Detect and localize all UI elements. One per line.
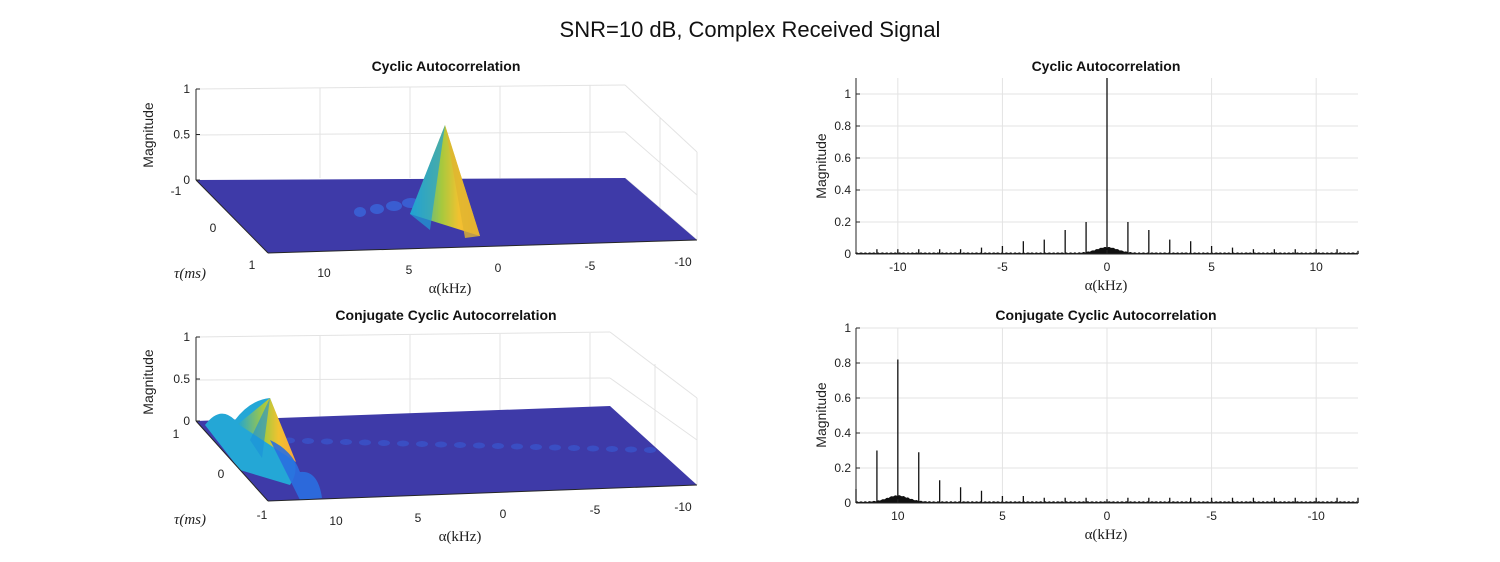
conj-3d-lobe-8 (435, 441, 447, 448)
conj-3d-alphatick-4: -10 (674, 500, 692, 514)
conj-3d-ztick-1: 0.5 (173, 372, 190, 386)
cyclic-2d-title: Cyclic Autocorrelation (1032, 58, 1181, 74)
conj-3d-lobe-2 (321, 438, 333, 445)
conj-2d-ytick-1: 0.2 (834, 461, 851, 475)
conj-3d-lobe-4 (359, 439, 371, 446)
conj-2d-xtick-2: 0 (1104, 509, 1111, 523)
cyclic-3d-zlabel: Magnitude (140, 102, 156, 168)
conj-2d-xtick-1: 5 (999, 509, 1006, 523)
cyclic-2d-ytick-4: 0.8 (834, 119, 851, 133)
conj-3d-lobe-5 (378, 440, 390, 446)
cyclic-3d-alphatick-3: -5 (585, 259, 596, 273)
conj-3d-side-lobes (283, 437, 656, 453)
conj-3d-lobe-3 (340, 439, 352, 445)
conj-3d-lobe-15 (568, 445, 580, 451)
cyclic-3d-alphatick-2: 0 (495, 261, 502, 275)
conj-3d-ylabel: τ(ms) (174, 512, 206, 528)
cyclic-2d-xtick-3: 5 (1208, 260, 1215, 274)
cyclic-3d-tautick-2: 1 (249, 258, 256, 272)
conj-3d-tautick-2: -1 (257, 508, 268, 522)
conj-2d-ytick-2: 0.4 (834, 426, 851, 440)
conj-2d-ytick-3: 0.6 (834, 391, 851, 405)
cyclic-3d-lobe-4 (354, 207, 366, 217)
cyclic-3d-tautick-0: -1 (171, 184, 182, 198)
figure-title: SNR=10 dB, Complex Received Signal (560, 17, 941, 42)
conj-2d-xlabel: α(kHz) (1085, 527, 1128, 543)
conj-2d-ytick-0: 0 (844, 496, 851, 510)
conj-3d-lobe-11 (492, 443, 504, 449)
conj-2d-xtick-3: -5 (1206, 509, 1217, 523)
conj-3d-lobe-9 (454, 442, 466, 448)
cyclic-2d-ytick-0: 0 (844, 247, 851, 261)
conj-3d-lobe-13 (530, 444, 542, 450)
conj-3d-lobe-12 (511, 443, 523, 450)
cyclic-2d-xtick-1: -5 (997, 260, 1008, 274)
cyclic-3d-tautick-1: 0 (210, 221, 217, 235)
conj-3d-ztick-2: 1 (183, 330, 190, 344)
cyclic-3d-alphatick-4: -10 (674, 255, 692, 269)
conj-3d-tautick-0: 1 (173, 427, 180, 441)
conj-3d-xlabel: α(kHz) (439, 529, 482, 545)
conj-3d-plot: Conjugate Cyclic Autocorrelation (140, 307, 698, 545)
cyclic-3d-peak (410, 125, 480, 238)
cyclic-2d-xtick-0: -10 (889, 260, 907, 274)
conj-3d-alphatick-3: -5 (590, 503, 601, 517)
conj-2d-ylabel: Magnitude (813, 382, 829, 448)
conj-3d-alphatick-2: 0 (500, 507, 507, 521)
conj-2d-plot: Conjugate Cyclic Autocorrelation Magnitu… (813, 307, 1359, 543)
cyclic-3d-ztick-1: 0.5 (173, 128, 190, 142)
cyclic-3d-title: Cyclic Autocorrelation (372, 58, 521, 74)
conj-2d-ytick-5: 1 (844, 321, 851, 335)
conj-3d-title: Conjugate Cyclic Autocorrelation (335, 307, 556, 323)
cyclic-2d-xtick-4: 10 (1309, 260, 1323, 274)
cyclic-2d-ytick-3: 0.6 (834, 151, 851, 165)
conj-2d-ytick-4: 0.8 (834, 356, 851, 370)
cyclic-2d-plot: Cyclic Autocorrelation Magnitude α(kHz) … (813, 58, 1359, 294)
conj-2d-title: Conjugate Cyclic Autocorrelation (995, 307, 1216, 323)
conj-3d-floor (196, 406, 697, 501)
cyclic-3d-xlabel: α(kHz) (429, 281, 472, 297)
cyclic-3d-ztick-0: 0 (183, 173, 190, 187)
conj-3d-lobe-1 (302, 438, 314, 444)
cyclic-2d-ylabel: Magnitude (813, 133, 829, 199)
conj-2d-xtick-0: 10 (891, 509, 905, 523)
cyclic-3d-lobe-2 (386, 201, 402, 211)
conj-3d-lobe-18 (625, 446, 637, 453)
cyclic-3d-ztick-2: 1 (183, 82, 190, 96)
cyclic-3d-alphatick-1: 5 (406, 263, 413, 277)
cyclic-3d-lobe-3 (370, 204, 384, 214)
conj-3d-lobe-16 (587, 445, 599, 452)
conj-3d-lobe-17 (606, 446, 618, 452)
cyclic-2d-xtick-2: 0 (1104, 260, 1111, 274)
conj-3d-lobe-14 (549, 444, 561, 451)
conj-3d-lobe-7 (416, 441, 428, 447)
conj-2d-xtick-4: -10 (1307, 509, 1325, 523)
cyclic-3d-plot: Cyclic Autocorrelation (140, 58, 698, 297)
conj-3d-lobe-19 (644, 447, 656, 453)
conj-2d-noise-floor (856, 495, 1358, 503)
conj-3d-alphatick-0: 10 (329, 514, 343, 528)
cyclic-3d-alphatick-0: 10 (317, 266, 331, 280)
conj-3d-peak (205, 398, 322, 500)
conj-3d-lobe-6 (397, 440, 409, 447)
conj-3d-alphatick-1: 5 (415, 511, 422, 525)
cyclic-3d-back-wall (195, 84, 698, 241)
cyclic-2d-ytick-1: 0.2 (834, 215, 851, 229)
conj-3d-ztick-0: 0 (183, 414, 190, 428)
cyclic-3d-ylabel: τ(ms) (174, 266, 206, 282)
conj-3d-zlabel: Magnitude (140, 349, 156, 415)
conj-3d-lobe-10 (473, 442, 485, 449)
cyclic-2d-ytick-5: 1 (844, 87, 851, 101)
conj-3d-tautick-1: 0 (218, 467, 225, 481)
cyclic-2d-ytick-2: 0.4 (834, 183, 851, 197)
cyclic-2d-xlabel: α(kHz) (1085, 278, 1128, 294)
